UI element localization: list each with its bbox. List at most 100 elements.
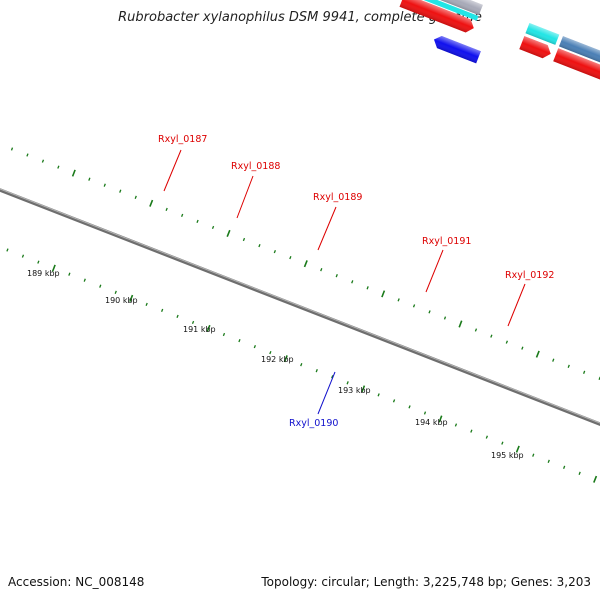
major-tick xyxy=(593,475,598,483)
genome-backbone-highlight xyxy=(0,188,600,424)
accession-text: Accession: NC_008148 xyxy=(8,575,145,589)
minor-tick xyxy=(582,370,586,374)
minor-tick xyxy=(366,286,369,290)
minor-tick xyxy=(273,249,277,254)
minor-tick xyxy=(160,308,164,313)
gene-label-rxyl-0188: Rxyl_0188 xyxy=(231,161,280,172)
minor-tick xyxy=(134,195,137,199)
kbp-label-194: 194 kbp xyxy=(415,418,448,427)
minor-tick xyxy=(119,189,122,193)
minor-tick xyxy=(454,423,458,427)
major-tick xyxy=(381,290,386,298)
inner-tick-row xyxy=(6,248,598,483)
minor-tick xyxy=(315,369,318,373)
minor-tick xyxy=(258,243,261,248)
gene-red-forward-2 xyxy=(310,0,405,1)
minor-tick xyxy=(88,177,91,181)
minor-tick xyxy=(320,268,323,272)
map-title: Rubrobacter xylanophilus DSM 9941, compl… xyxy=(118,10,482,25)
outer-tick-row xyxy=(10,147,600,380)
minor-tick xyxy=(242,237,246,242)
minor-tick xyxy=(578,471,581,475)
minor-tick xyxy=(423,411,427,415)
major-tick xyxy=(129,294,134,302)
minor-tick xyxy=(68,272,71,276)
gene-label-rxyl-0187: Rxyl_0187 xyxy=(158,134,207,145)
minor-tick xyxy=(10,147,14,151)
minor-tick xyxy=(501,441,504,445)
minor-tick xyxy=(253,344,257,349)
minor-tick xyxy=(99,284,102,288)
minor-tick xyxy=(6,248,9,252)
minor-tick xyxy=(300,363,303,367)
major-tick xyxy=(206,324,211,332)
gene-rxyl-0189 xyxy=(407,0,483,16)
gene-rxyl-0190 xyxy=(433,36,481,64)
minor-tick xyxy=(331,375,334,379)
major-tick xyxy=(438,415,443,423)
major-tick xyxy=(361,385,366,393)
minor-tick xyxy=(470,429,473,433)
major-tick xyxy=(226,229,231,237)
kbp-label-192: 192 kbp xyxy=(261,355,294,364)
minor-tick xyxy=(211,225,215,230)
gene-rxyl-0192 xyxy=(559,36,600,90)
kbp-label-190: 190 kbp xyxy=(105,296,138,305)
minor-tick xyxy=(505,340,509,344)
minor-tick xyxy=(196,219,199,224)
minor-tick xyxy=(377,393,380,397)
label-connectors xyxy=(163,149,526,415)
major-tick xyxy=(303,260,308,268)
minor-tick xyxy=(191,320,195,325)
minor-tick xyxy=(335,274,338,278)
major-tick xyxy=(458,320,463,328)
major-tick xyxy=(71,169,76,177)
gene-red-forward-4 xyxy=(519,36,551,59)
kbp-label-189: 189 kbp xyxy=(27,269,60,278)
minor-tick xyxy=(21,254,25,258)
kbp-label-195: 195 kbp xyxy=(491,451,524,460)
minor-tick xyxy=(180,213,184,218)
minor-tick xyxy=(552,358,555,362)
minor-tick xyxy=(41,159,45,163)
gene-red-forward-5 xyxy=(553,48,600,103)
major-tick xyxy=(535,350,540,358)
minor-tick xyxy=(474,328,478,332)
minor-tick xyxy=(490,334,493,338)
gene-label-rxyl-0191: Rxyl_0191 xyxy=(422,236,471,247)
gene-label-rxyl-0190: Rxyl_0190 xyxy=(289,418,338,429)
gene-label-rxyl-0189: Rxyl_0189 xyxy=(313,192,362,203)
minor-tick xyxy=(222,332,226,337)
minor-tick xyxy=(412,304,416,308)
minor-tick xyxy=(269,350,272,355)
minor-tick xyxy=(485,435,489,439)
genome-backbone xyxy=(0,188,600,426)
gene-label-rxyl-0192: Rxyl_0192 xyxy=(505,270,554,281)
minor-tick xyxy=(562,465,566,469)
minor-tick xyxy=(346,381,349,385)
major-tick xyxy=(51,264,56,272)
minor-tick xyxy=(547,459,550,463)
minor-tick xyxy=(428,310,431,314)
major-tick xyxy=(515,445,520,453)
minor-tick xyxy=(408,405,411,409)
gene-cyan-forward-2 xyxy=(404,0,479,21)
minor-tick xyxy=(165,207,168,211)
kbp-label-191: 191 kbp xyxy=(183,325,216,334)
minor-tick xyxy=(238,338,241,343)
minor-tick xyxy=(351,280,354,284)
minor-tick xyxy=(397,298,400,302)
major-tick xyxy=(149,199,154,207)
minor-tick xyxy=(567,364,570,368)
minor-tick xyxy=(443,316,447,320)
minor-tick xyxy=(103,183,106,187)
minor-tick xyxy=(83,278,86,282)
genome-summary-text: Topology: circular; Length: 3,225,748 bp… xyxy=(261,575,591,589)
gene-rxyl-0191 xyxy=(525,23,560,45)
minor-tick xyxy=(37,260,40,264)
minor-tick xyxy=(145,302,148,306)
minor-tick xyxy=(57,165,60,169)
minor-tick xyxy=(176,314,179,319)
minor-tick xyxy=(289,255,292,260)
